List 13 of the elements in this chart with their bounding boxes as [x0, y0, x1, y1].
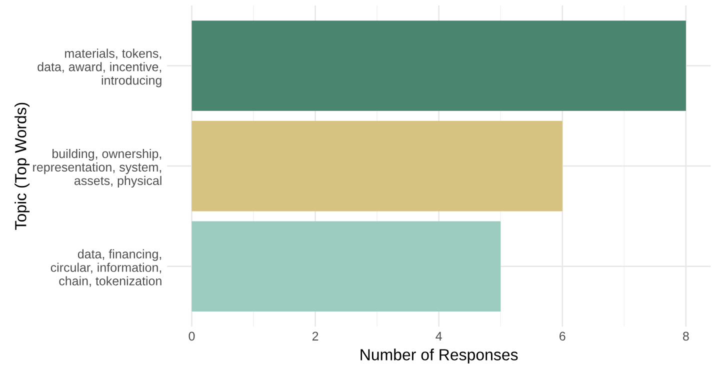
bar — [192, 120, 562, 212]
x-tick-label: 6 — [560, 332, 566, 341]
x-tick-label: 8 — [683, 332, 689, 341]
x-tick-label: 4 — [436, 332, 442, 340]
x-axis-title: Number of Responses — [360, 348, 518, 364]
y-tick-label: data, financing, circular, information, chain, tokenization — [50, 249, 162, 287]
y-tick-label: materials, tokens, data, award, incentive, introducing — [38, 48, 162, 88]
x-tick-label: 2 — [312, 332, 318, 340]
y-axis-title: Topic (Top Words) — [14, 102, 30, 230]
bar — [192, 221, 501, 312]
y-tick-label: building, ownership, representation, system, assets, physical — [33, 148, 162, 188]
bar — [192, 20, 686, 111]
x-tick-label: 0 — [188, 332, 195, 341]
